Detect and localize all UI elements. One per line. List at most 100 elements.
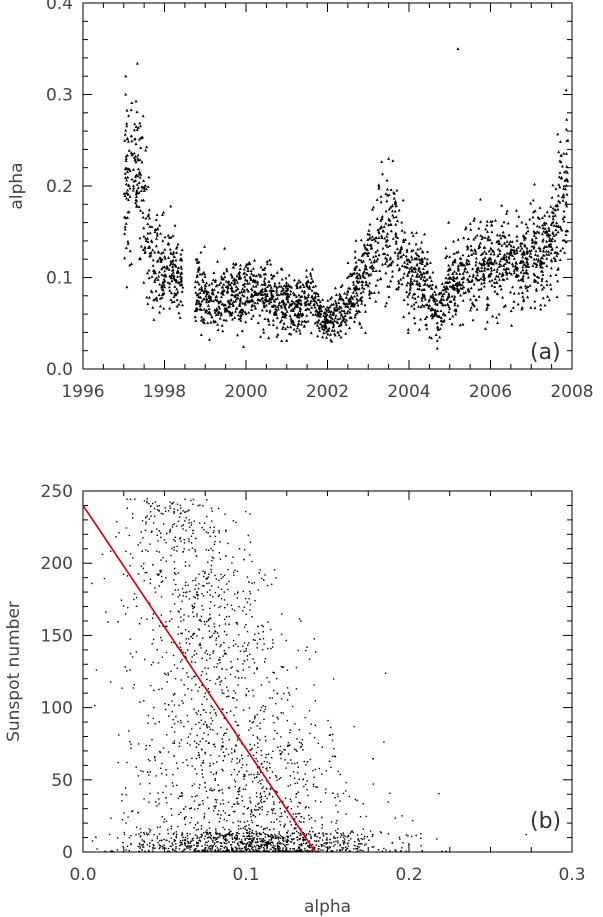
panel-a-point <box>134 125 138 128</box>
panel-b-point <box>270 647 272 650</box>
panel-b-point <box>208 845 210 848</box>
panel-a-point <box>243 271 247 275</box>
panel-b-point <box>298 729 300 731</box>
panel-a-point <box>480 281 484 285</box>
panel-b-point <box>152 844 154 846</box>
panel-b-point <box>208 691 210 693</box>
panel-a-point <box>529 249 533 252</box>
panel-a-point <box>487 262 491 266</box>
panel-b-point <box>145 523 147 525</box>
panel-b-point <box>228 833 231 835</box>
panel-b-point <box>222 741 224 744</box>
panel-a-point <box>233 277 237 281</box>
panel-b-point <box>216 838 218 840</box>
panel-b-point <box>184 836 187 839</box>
panel-a-point <box>434 292 438 296</box>
panel-b-point <box>206 725 208 727</box>
panel-b-point <box>339 844 341 847</box>
panel-a-point <box>453 303 457 307</box>
panel-b-point <box>199 522 201 524</box>
panel-a-point <box>510 323 514 327</box>
panel-b-point <box>383 741 385 743</box>
panel-b-point <box>189 590 191 593</box>
panel-b-point <box>394 817 396 819</box>
panel-a-point <box>128 167 132 171</box>
panel-a-point <box>374 239 378 243</box>
panel-a-point <box>414 251 418 255</box>
panel-a-point <box>565 192 569 196</box>
panel-a-point <box>425 261 429 265</box>
panel-b-point <box>155 775 158 777</box>
panel-b-point <box>193 800 196 802</box>
panel-b-point <box>179 646 182 649</box>
panel-b-point <box>207 625 210 627</box>
panel-a-point <box>214 320 217 323</box>
panel-b-point <box>189 643 191 645</box>
panel-b-point <box>225 732 227 734</box>
panel-b-point <box>271 808 273 810</box>
panel-b-point <box>130 834 132 837</box>
panel-a-point <box>536 281 540 284</box>
panel-b-point <box>227 801 230 803</box>
panel-b-point <box>157 792 159 794</box>
panel-a-point <box>299 301 303 305</box>
panel-a-point <box>413 278 416 282</box>
panel-a-point <box>485 219 489 223</box>
panel-b-point <box>193 849 195 851</box>
panel-a-point <box>539 258 543 262</box>
panel-a-point <box>512 299 516 303</box>
panel-a-point <box>360 295 364 299</box>
panel-a-point <box>332 329 336 332</box>
panel-a-point <box>340 283 344 287</box>
panel-b-point <box>249 842 251 845</box>
panel-b-point <box>199 840 202 842</box>
panel-b-point <box>209 762 211 765</box>
panel-a-point <box>273 281 277 285</box>
panel-a-point <box>168 306 172 310</box>
panel-a-point <box>428 283 432 287</box>
panel-a-point <box>565 165 569 168</box>
panel-a-point <box>247 281 251 285</box>
panel-a-point <box>278 320 282 324</box>
panel-a-point <box>496 239 500 243</box>
panel-a-point <box>300 314 304 318</box>
panel-a-point <box>550 248 554 251</box>
panel-a-point <box>376 228 380 232</box>
panel-b-point <box>185 642 188 644</box>
panel-b-point <box>193 827 195 829</box>
panel-b-point <box>308 818 311 820</box>
panel-b-point <box>121 687 123 689</box>
panel-a-point <box>453 283 457 286</box>
panel-b-point <box>146 501 148 504</box>
panel-a-point <box>564 88 568 92</box>
panel-a-point <box>259 335 263 338</box>
panel-a-point <box>254 306 257 310</box>
panel-a-point <box>237 272 241 276</box>
panel-a-point <box>374 254 378 258</box>
panel-a-point <box>171 234 175 238</box>
panel-a-point <box>125 178 129 182</box>
panel-b-point <box>160 575 163 578</box>
panel-a-point <box>263 266 267 270</box>
panel-b-point <box>249 833 251 835</box>
panel-b-point <box>283 748 285 751</box>
panel-a-point <box>562 184 566 188</box>
panel-a-point <box>264 294 268 298</box>
panel-b-point <box>194 795 197 798</box>
panel-a-point <box>261 299 265 303</box>
panel-b-point <box>191 838 193 840</box>
panel-a-point <box>229 311 232 314</box>
panel-b-point <box>200 748 203 750</box>
panel-a-point <box>325 330 328 334</box>
panel-a-point <box>155 213 159 216</box>
panel-b-point <box>184 629 187 631</box>
panel-b-point <box>323 845 325 847</box>
panel-b-point <box>218 848 220 851</box>
panel-b-point <box>180 795 182 797</box>
panel-b-point <box>363 844 366 846</box>
panel-b-point <box>176 833 178 836</box>
panel-a-point <box>343 302 347 306</box>
panel-a-point <box>543 226 547 230</box>
panel-a-point <box>239 318 243 322</box>
panel-b-point <box>153 844 155 847</box>
